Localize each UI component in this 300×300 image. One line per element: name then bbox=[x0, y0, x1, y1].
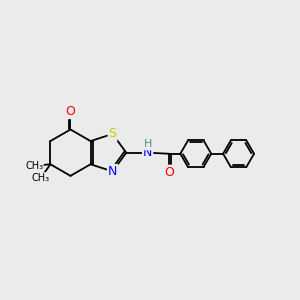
Text: O: O bbox=[65, 105, 75, 118]
Text: CH₃: CH₃ bbox=[25, 161, 43, 171]
Text: O: O bbox=[164, 166, 174, 179]
Text: H: H bbox=[143, 140, 152, 149]
Text: N: N bbox=[143, 146, 152, 159]
Text: N: N bbox=[108, 165, 117, 178]
Text: CH₃: CH₃ bbox=[32, 173, 50, 183]
Text: S: S bbox=[109, 128, 117, 140]
